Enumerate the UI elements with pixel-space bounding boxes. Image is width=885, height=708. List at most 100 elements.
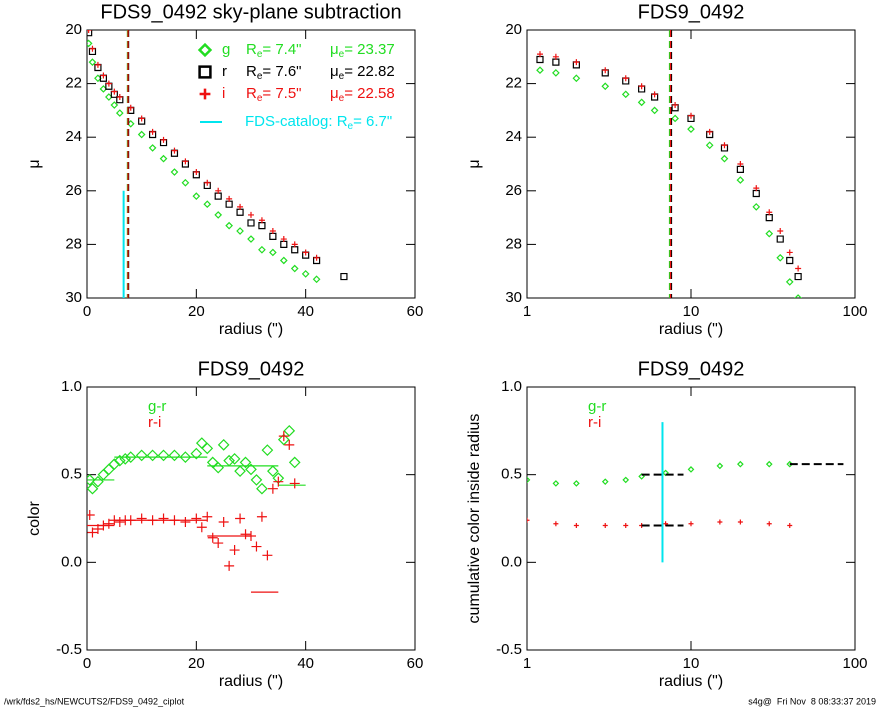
legend-text-part: = 6.7" xyxy=(353,113,392,130)
data-point xyxy=(267,465,279,478)
data-point xyxy=(706,128,713,135)
y-tick-label: 0.0 xyxy=(61,553,82,570)
legend-text-part: μ xyxy=(330,63,339,80)
data-point xyxy=(273,476,284,487)
data-point xyxy=(195,437,208,449)
data-point xyxy=(777,228,784,234)
data-point xyxy=(765,214,773,222)
footer-left: /wrk/fds2_hs/NEWCUTS2/FDS9_0492_ciplot xyxy=(4,696,185,706)
data-point xyxy=(170,168,179,176)
plot-area xyxy=(87,424,306,593)
y-tick-label: 28 xyxy=(65,235,82,252)
legend-text-part: e xyxy=(339,71,345,82)
data-point xyxy=(87,30,92,33)
y-tick-label: 20 xyxy=(505,21,522,38)
x-tick-label: 1 xyxy=(523,303,531,320)
y-tick-label: 0.5 xyxy=(501,466,522,483)
data-point xyxy=(87,482,99,495)
data-point xyxy=(536,66,544,75)
x-tick-label: 10 xyxy=(683,655,700,672)
data-point xyxy=(269,228,276,234)
data-point xyxy=(158,513,169,524)
plot-frame xyxy=(86,29,416,299)
data-point xyxy=(313,254,320,261)
legend-text-part: e xyxy=(348,121,354,132)
legend-marker xyxy=(198,65,212,79)
data-point xyxy=(115,109,124,117)
y-tick-label: 24 xyxy=(505,128,522,145)
data-point xyxy=(100,72,107,79)
y-tick-label: 26 xyxy=(65,182,82,199)
y-tick-label: 30 xyxy=(65,289,82,306)
data-point xyxy=(250,474,263,486)
data-point xyxy=(214,211,223,219)
data-point xyxy=(776,235,784,243)
data-point xyxy=(340,272,348,281)
data-point xyxy=(795,265,802,272)
data-point xyxy=(226,195,233,202)
data-point xyxy=(114,517,125,528)
data-point xyxy=(224,560,235,571)
data-point xyxy=(239,456,252,469)
data-point xyxy=(215,187,222,194)
data-point xyxy=(527,517,530,523)
data-point xyxy=(148,144,157,152)
data-point xyxy=(573,59,580,66)
data-point xyxy=(225,200,233,208)
legend-text-part: R xyxy=(246,63,257,80)
legend-name: r-i xyxy=(588,414,601,431)
data-point xyxy=(601,82,610,91)
legend-mu: μe= 23.37 xyxy=(330,41,395,60)
legend-text-part: e xyxy=(339,49,345,60)
data-point xyxy=(228,453,241,465)
data-point xyxy=(196,522,207,533)
data-point xyxy=(124,451,137,463)
data-point xyxy=(280,236,287,243)
data-point xyxy=(672,102,679,109)
x-tick-label: 100 xyxy=(842,655,867,672)
data-point xyxy=(182,158,189,165)
data-point xyxy=(552,69,560,77)
data-point xyxy=(203,200,212,209)
panel-title: FDS9_0492 xyxy=(638,1,745,23)
plot-area xyxy=(536,30,802,298)
data-point xyxy=(258,222,266,230)
data-point xyxy=(638,83,645,90)
data-point xyxy=(245,463,257,476)
legend-name: g-r xyxy=(588,398,606,415)
data-point xyxy=(269,232,277,240)
x-axis-label: radius (") xyxy=(219,321,283,338)
y-tick-label: 1.0 xyxy=(501,378,522,395)
data-point xyxy=(716,462,724,470)
legend-re: Re= 7.5" xyxy=(246,85,302,104)
x-axis-label: radius (") xyxy=(659,321,723,338)
legend-text-part: = 7.5" xyxy=(262,85,301,102)
data-point xyxy=(663,521,669,527)
data-point xyxy=(794,272,802,281)
data-point xyxy=(236,208,244,216)
y-axis-label: cumulative color inside radius xyxy=(466,414,483,624)
data-point xyxy=(752,203,761,211)
data-point xyxy=(267,483,278,494)
data-point xyxy=(637,98,646,107)
legend-text-part: e xyxy=(257,71,263,82)
legend-marker xyxy=(197,42,213,58)
data-point xyxy=(192,192,201,201)
data-point xyxy=(146,449,159,462)
legend-name: r-i xyxy=(148,414,161,431)
data-point xyxy=(235,513,246,524)
data-point xyxy=(622,476,630,484)
x-tick-label: 40 xyxy=(297,655,314,672)
legend-name: i xyxy=(222,85,225,102)
y-axis-label: μ xyxy=(26,159,43,168)
data-point xyxy=(721,142,728,149)
data-point xyxy=(136,513,147,524)
x-tick-label: 0 xyxy=(83,655,91,672)
y-tick-label: -0.5 xyxy=(56,641,82,658)
legend-text-part: μ xyxy=(330,85,339,102)
x-tick-label: 60 xyxy=(407,303,424,320)
x-tick-label: 20 xyxy=(188,655,205,672)
data-point xyxy=(278,431,289,442)
data-point xyxy=(217,439,230,451)
plot-area xyxy=(527,422,844,563)
